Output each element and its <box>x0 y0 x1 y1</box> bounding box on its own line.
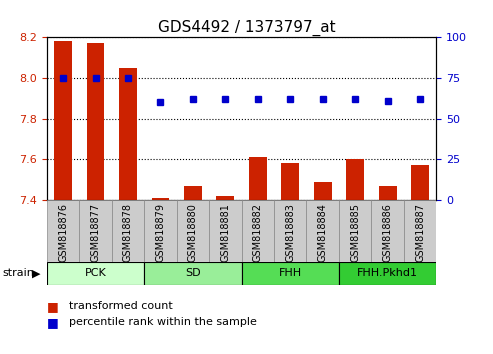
Bar <box>216 196 234 200</box>
FancyBboxPatch shape <box>242 262 339 285</box>
FancyBboxPatch shape <box>79 200 112 262</box>
FancyBboxPatch shape <box>274 200 307 262</box>
Text: GSM818886: GSM818886 <box>383 203 392 262</box>
FancyBboxPatch shape <box>144 262 242 285</box>
Text: GSM818882: GSM818882 <box>253 203 263 262</box>
FancyBboxPatch shape <box>144 200 176 262</box>
Text: FHH.Pkhd1: FHH.Pkhd1 <box>357 268 418 279</box>
Bar <box>282 164 299 200</box>
Bar <box>314 182 332 200</box>
Text: GDS4492 / 1373797_at: GDS4492 / 1373797_at <box>158 19 335 36</box>
Text: GSM818884: GSM818884 <box>317 203 328 262</box>
Text: GSM818879: GSM818879 <box>155 203 166 262</box>
Text: ■: ■ <box>47 316 59 329</box>
FancyBboxPatch shape <box>339 262 436 285</box>
Text: GSM818883: GSM818883 <box>285 203 295 262</box>
Text: SD: SD <box>185 268 201 279</box>
Text: FHH: FHH <box>279 268 302 279</box>
FancyBboxPatch shape <box>176 200 209 262</box>
FancyBboxPatch shape <box>404 200 436 262</box>
FancyBboxPatch shape <box>307 200 339 262</box>
Bar <box>54 41 72 200</box>
Bar <box>346 159 364 200</box>
FancyBboxPatch shape <box>47 200 79 262</box>
Bar <box>151 198 170 200</box>
FancyBboxPatch shape <box>339 200 371 262</box>
Bar <box>87 43 105 200</box>
FancyBboxPatch shape <box>242 200 274 262</box>
Bar <box>379 186 396 200</box>
Text: GSM818881: GSM818881 <box>220 203 230 262</box>
Text: GSM818878: GSM818878 <box>123 203 133 262</box>
Text: ▶: ▶ <box>32 268 40 279</box>
Text: strain: strain <box>2 268 35 279</box>
Bar <box>119 68 137 200</box>
FancyBboxPatch shape <box>112 200 144 262</box>
FancyBboxPatch shape <box>47 262 144 285</box>
Bar <box>249 157 267 200</box>
Text: GSM818880: GSM818880 <box>188 203 198 262</box>
Bar <box>184 186 202 200</box>
Text: GSM818885: GSM818885 <box>350 203 360 262</box>
Text: PCK: PCK <box>85 268 106 279</box>
Text: transformed count: transformed count <box>69 301 173 311</box>
Text: GSM818876: GSM818876 <box>58 203 68 262</box>
Bar <box>411 165 429 200</box>
FancyBboxPatch shape <box>371 200 404 262</box>
Text: percentile rank within the sample: percentile rank within the sample <box>69 317 257 327</box>
Text: GSM818877: GSM818877 <box>91 203 101 262</box>
Text: GSM818887: GSM818887 <box>415 203 425 262</box>
Text: ■: ■ <box>47 300 59 313</box>
FancyBboxPatch shape <box>209 200 242 262</box>
